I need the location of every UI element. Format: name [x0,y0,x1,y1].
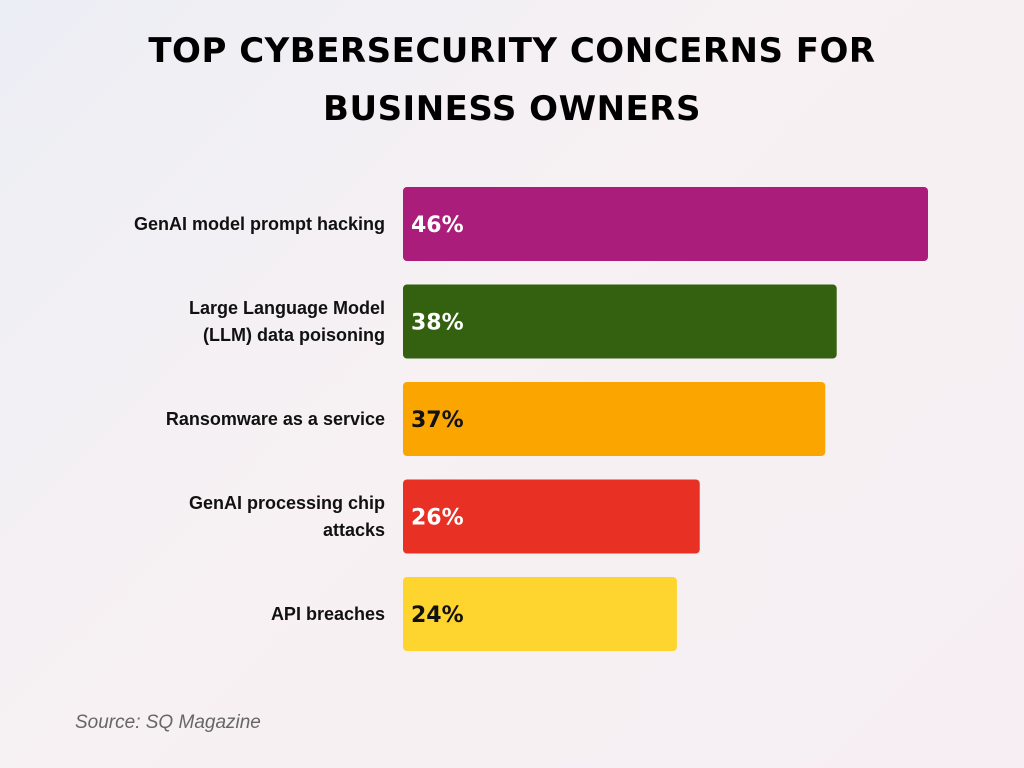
category-label-2-line-1: Large Language Model [189,298,385,318]
bar-4 [403,479,700,554]
category-label-3: Ransomware as a service [166,409,385,429]
category-label-5-line-1: API breaches [271,604,385,624]
chart-title: TOP CYBERSECURITY CONCERNS FOR BUSINESS … [0,22,1024,138]
bar-3 [403,382,826,456]
category-label-4-line-1: GenAI processing chip [189,493,385,513]
category-label-4-line-2: attacks [323,520,385,540]
bar-1 [403,187,928,261]
bar-5 [403,577,677,651]
value-label-3: 37% [411,408,464,433]
value-label-1: 46% [411,213,464,238]
category-label-2: Large Language Model (LLM) data poisoning [189,298,385,345]
value-label-5: 24% [411,603,464,628]
value-label-2: 38% [411,311,464,336]
category-label-1-line-1: GenAI model prompt hacking [134,214,385,234]
chart-title-line-1: TOP CYBERSECURITY CONCERNS FOR [148,31,876,71]
category-label-2-line-2: (LLM) data poisoning [203,325,385,345]
category-label-4: GenAI processing chip attacks [189,493,385,540]
chart-title-line-2: BUSINESS OWNERS [323,89,701,129]
category-label-1: GenAI model prompt hacking [134,214,385,234]
bar-2 [403,284,837,359]
category-label-3-line-1: Ransomware as a service [166,409,385,429]
category-label-5: API breaches [271,604,385,624]
source-note: Source: SQ Magazine [75,712,261,733]
value-label-4: 26% [411,506,464,531]
